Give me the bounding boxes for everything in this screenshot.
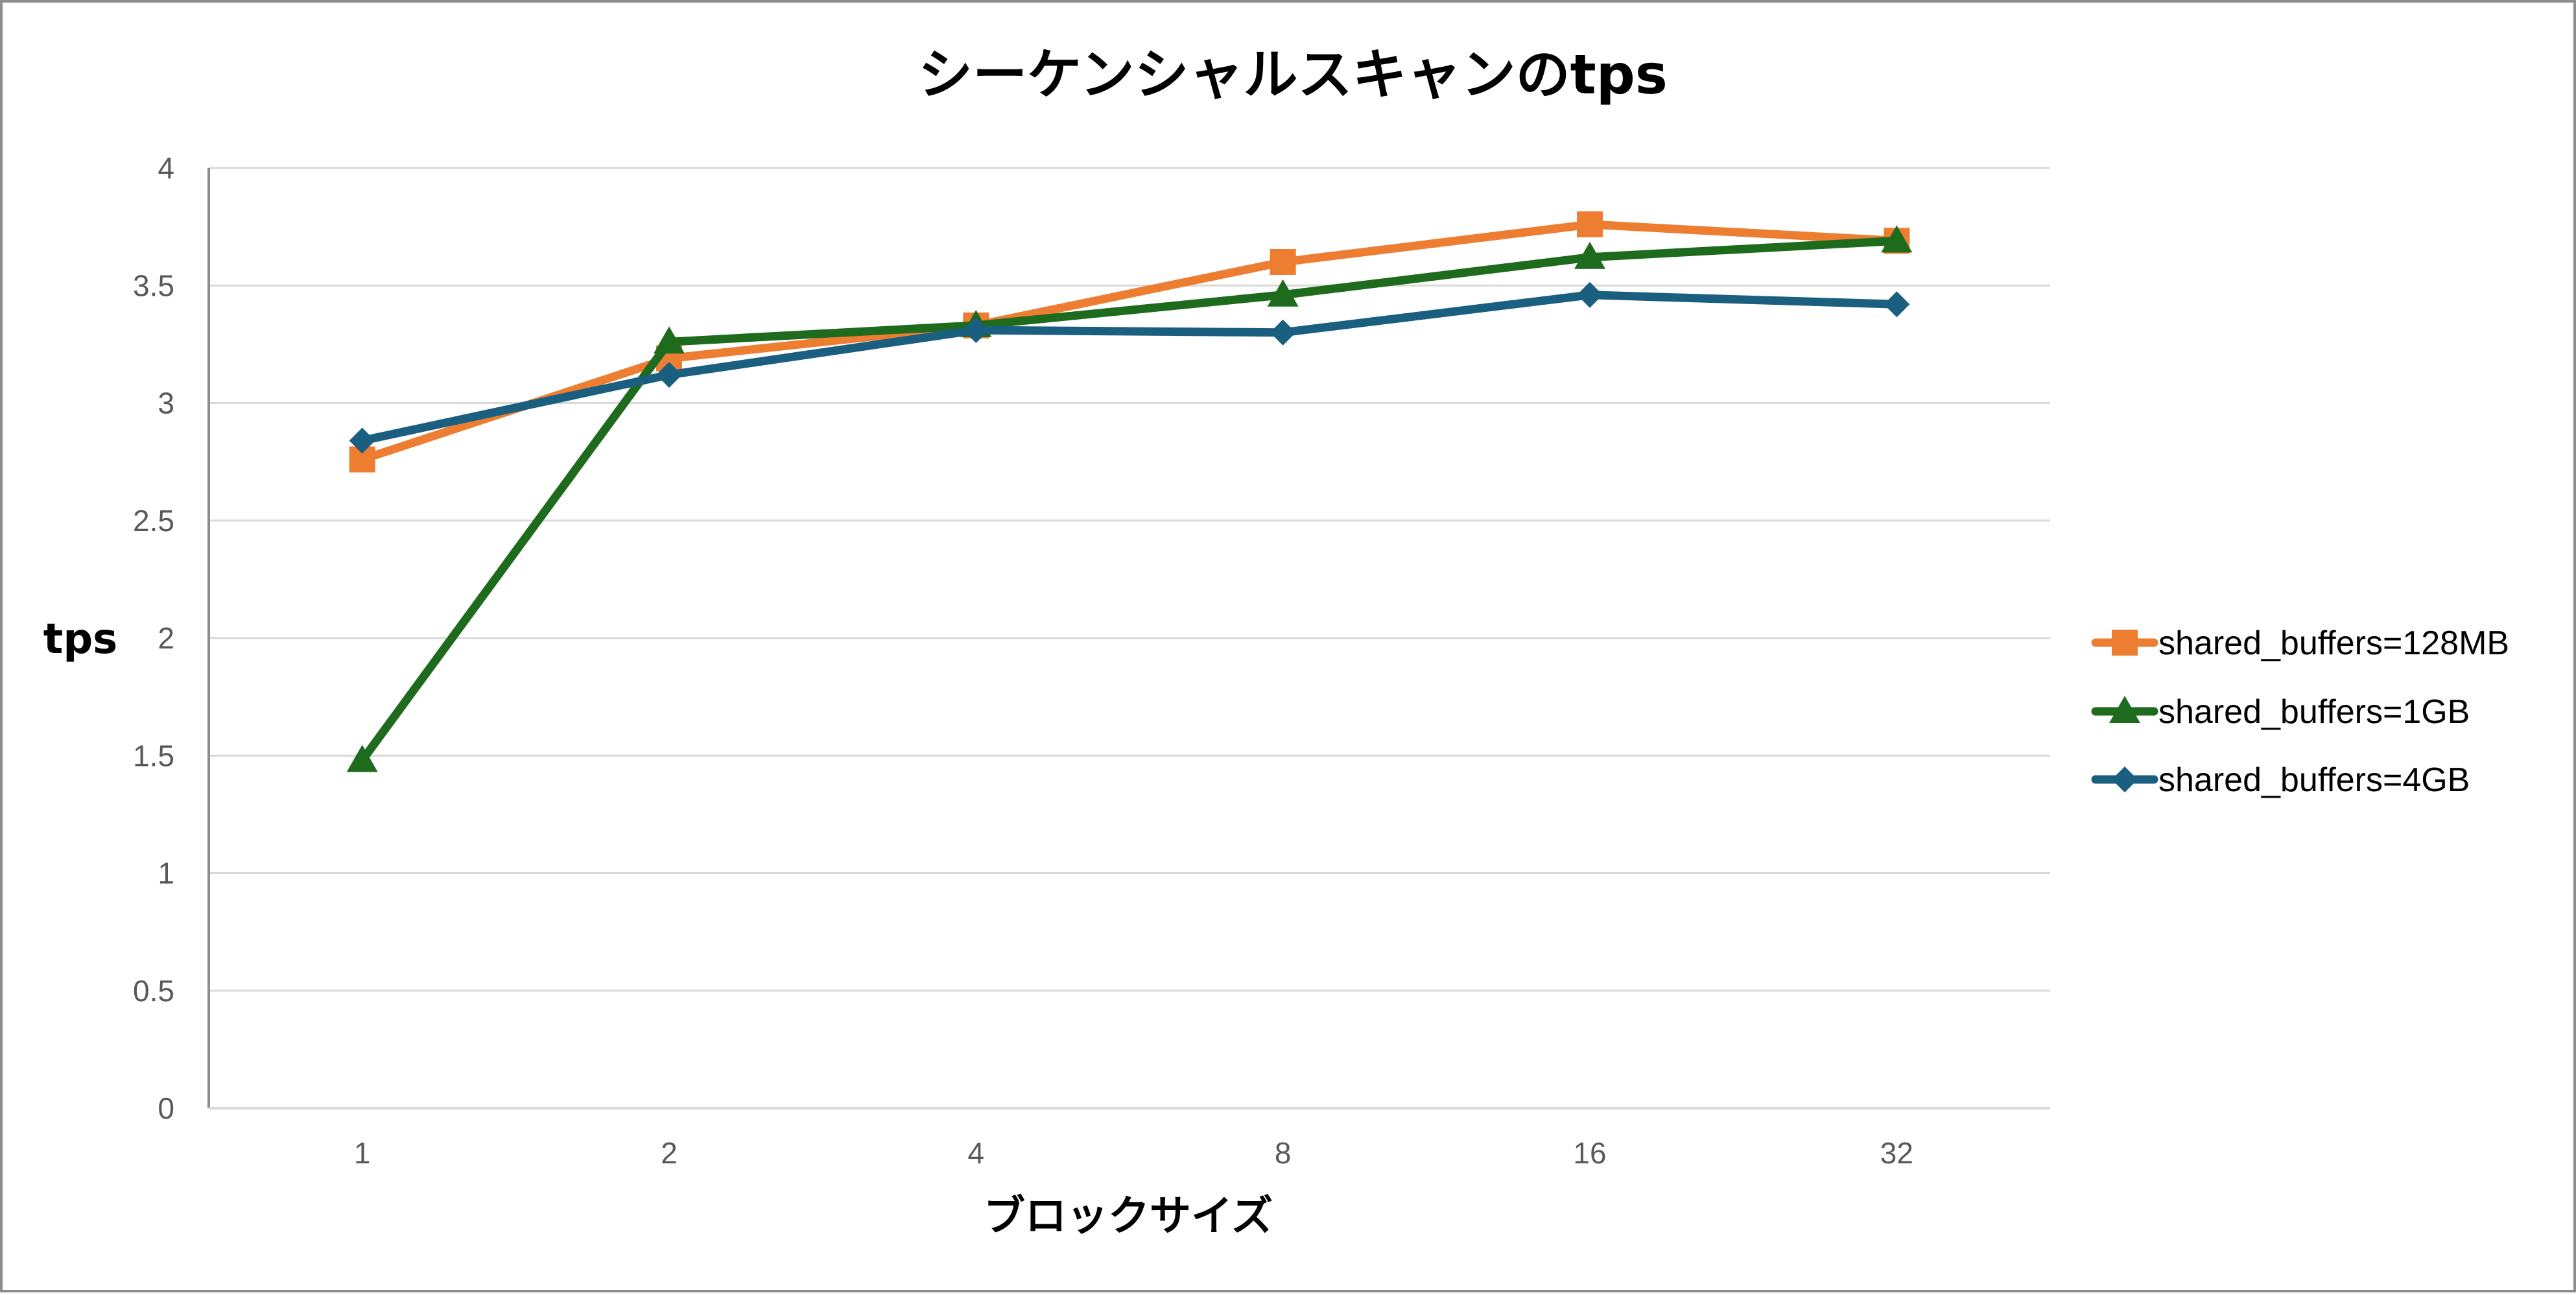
- y-tick-label: 3: [158, 386, 174, 420]
- y-tick-label: 1: [158, 857, 174, 890]
- data-point: [1577, 281, 1603, 308]
- x-axis-title: ブロックサイズ: [984, 1193, 1273, 1241]
- legend: shared_buffers=128MB shared_buffers=1GBsh…: [2091, 624, 2509, 799]
- series-1: [346, 225, 1913, 772]
- data-point: [1267, 279, 1299, 307]
- legend-marker: [2112, 630, 2138, 656]
- legend-label: shared_buffers=1GB: [2158, 693, 2470, 731]
- legend-label: shared_buffers=128MB: [2158, 624, 2509, 662]
- data-point: [1577, 211, 1603, 237]
- y-tick-label: 3.5: [133, 268, 174, 302]
- data-point: [1270, 319, 1296, 346]
- legend-item: shared_buffers=4GB: [2091, 761, 2470, 799]
- data-point: [349, 427, 375, 454]
- y-tick-label: 2: [158, 621, 174, 655]
- data-point: [346, 744, 378, 772]
- line-chart: シーケンシャルスキャンのtps 0 0.5 1 1.5 2 2.5 3 3.5 4 1 2 4 8 16 3…: [43, 43, 2509, 1241]
- y-axis-title: tps: [43, 615, 118, 663]
- data-point: [656, 362, 682, 388]
- data-point: [654, 326, 685, 354]
- legend-item: shared_buffers=128MB: [2091, 624, 2509, 662]
- axes: 0 0.5 1 1.5 2 2.5 3 3.5 4 1 2 4 8 16 32: [133, 151, 2050, 1170]
- chart-title: シーケンシャルスキャンのtps: [918, 43, 1668, 106]
- x-tick-label: 1: [354, 1136, 371, 1170]
- y-tick-label: 4: [158, 151, 174, 185]
- series-2: [349, 281, 1910, 454]
- x-tick-label: 8: [1275, 1136, 1292, 1170]
- x-tick-label: 4: [968, 1136, 985, 1170]
- series-line: [358, 236, 1901, 765]
- y-tick-label: 0: [158, 1091, 174, 1125]
- x-tick-label: 32: [1880, 1136, 1913, 1170]
- legend-label: shared_buffers=4GB: [2158, 761, 2470, 799]
- gridlines: [209, 167, 2050, 992]
- data-point: [1574, 241, 1605, 269]
- series-lines: [346, 211, 1913, 772]
- x-tick-label: 16: [1573, 1136, 1606, 1170]
- y-tick-label: 2.5: [133, 504, 174, 538]
- series-line: [358, 220, 1901, 464]
- y-tick-label: 1.5: [133, 739, 174, 772]
- x-tick-label: 2: [661, 1136, 678, 1170]
- series-line: [358, 291, 1901, 445]
- data-point: [1270, 249, 1296, 275]
- data-point: [1881, 225, 1913, 253]
- legend-item: shared_buffers=1GB: [2091, 693, 2470, 731]
- legend-marker: [2109, 696, 2140, 723]
- legend-marker: [2112, 766, 2138, 792]
- y-tick-label: 0.5: [133, 974, 174, 1008]
- data-point: [1884, 291, 1910, 318]
- data-point: [963, 317, 989, 344]
